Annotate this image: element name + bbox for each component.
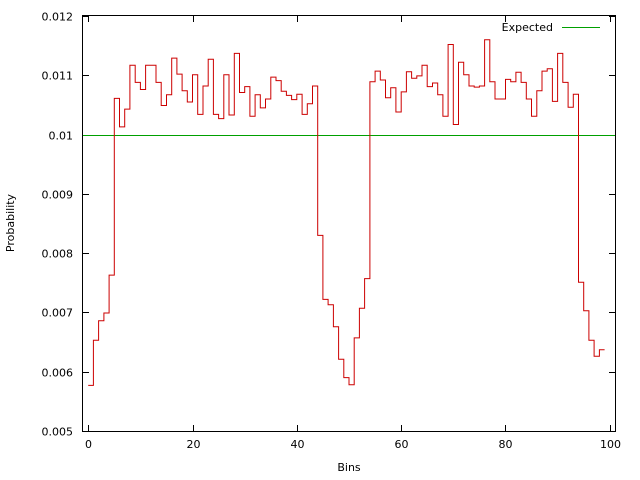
y-tick-label-1: 0.006	[42, 367, 74, 380]
legend-label-expected: Expected	[502, 21, 553, 34]
plot-frame	[82, 15, 616, 432]
x-tick-label-2: 40	[291, 438, 305, 451]
x-tick-label-0: 0	[85, 438, 92, 451]
legend: Expected	[502, 21, 600, 34]
y-tick-label-6: 0.011	[42, 70, 74, 83]
x-tick-label-3: 60	[395, 438, 409, 451]
x-tick-label-1: 20	[187, 438, 201, 451]
lines-layer	[83, 39, 615, 386]
x-axis-title: Bins	[337, 461, 361, 474]
probability-series-line	[88, 39, 605, 386]
y-tick-label-2: 0.007	[42, 307, 74, 320]
x-tick-label-4: 80	[499, 438, 513, 451]
y-axis-title: Probability	[4, 193, 17, 252]
y-tick-label-3: 0.008	[42, 248, 74, 261]
ticks-layer: 0.005 0.006 0.007 0.008 0.009 0.01 0.011 0.012 0…	[42, 11, 622, 452]
y-tick-label-7: 0.012	[42, 11, 74, 24]
y-tick-label-4: 0.009	[42, 189, 74, 202]
y-tick-label-0: 0.005	[42, 426, 74, 439]
y-tick-label-5: 0.01	[49, 130, 74, 143]
x-tick-label-5: 100	[600, 438, 621, 451]
